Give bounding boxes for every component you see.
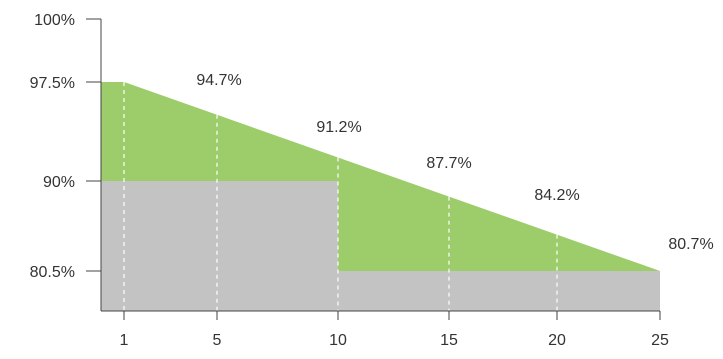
data-label: 87.7% (426, 155, 471, 172)
data-label: 91.2% (316, 119, 361, 136)
data-labels: 94.7% 91.2% 87.7% 84.2% 80.7% (196, 72, 713, 253)
x-tick-label: 25 (651, 332, 669, 349)
y-tick-label: 80.5% (30, 264, 75, 281)
x-tick-label: 5 (213, 332, 222, 349)
chart-areas (101, 82, 660, 311)
data-label: 94.7% (196, 72, 241, 89)
x-tick-label: 20 (548, 332, 566, 349)
x-tick-label: 1 (120, 332, 129, 349)
gray-area (101, 181, 660, 311)
y-tick-label: 97.5% (30, 75, 75, 92)
x-axis-ticks: 1 5 10 15 20 25 (120, 311, 669, 349)
data-label: 84.2% (534, 187, 579, 204)
y-tick-label: 100% (34, 12, 75, 29)
y-tick-label: 90% (43, 174, 75, 191)
x-tick-label: 10 (329, 332, 347, 349)
x-tick-label: 15 (440, 332, 458, 349)
y-axis-ticks: 100% 97.5% 90% 80.5% (30, 12, 101, 281)
data-label: 80.7% (668, 236, 713, 253)
chart-axes (100, 19, 660, 312)
